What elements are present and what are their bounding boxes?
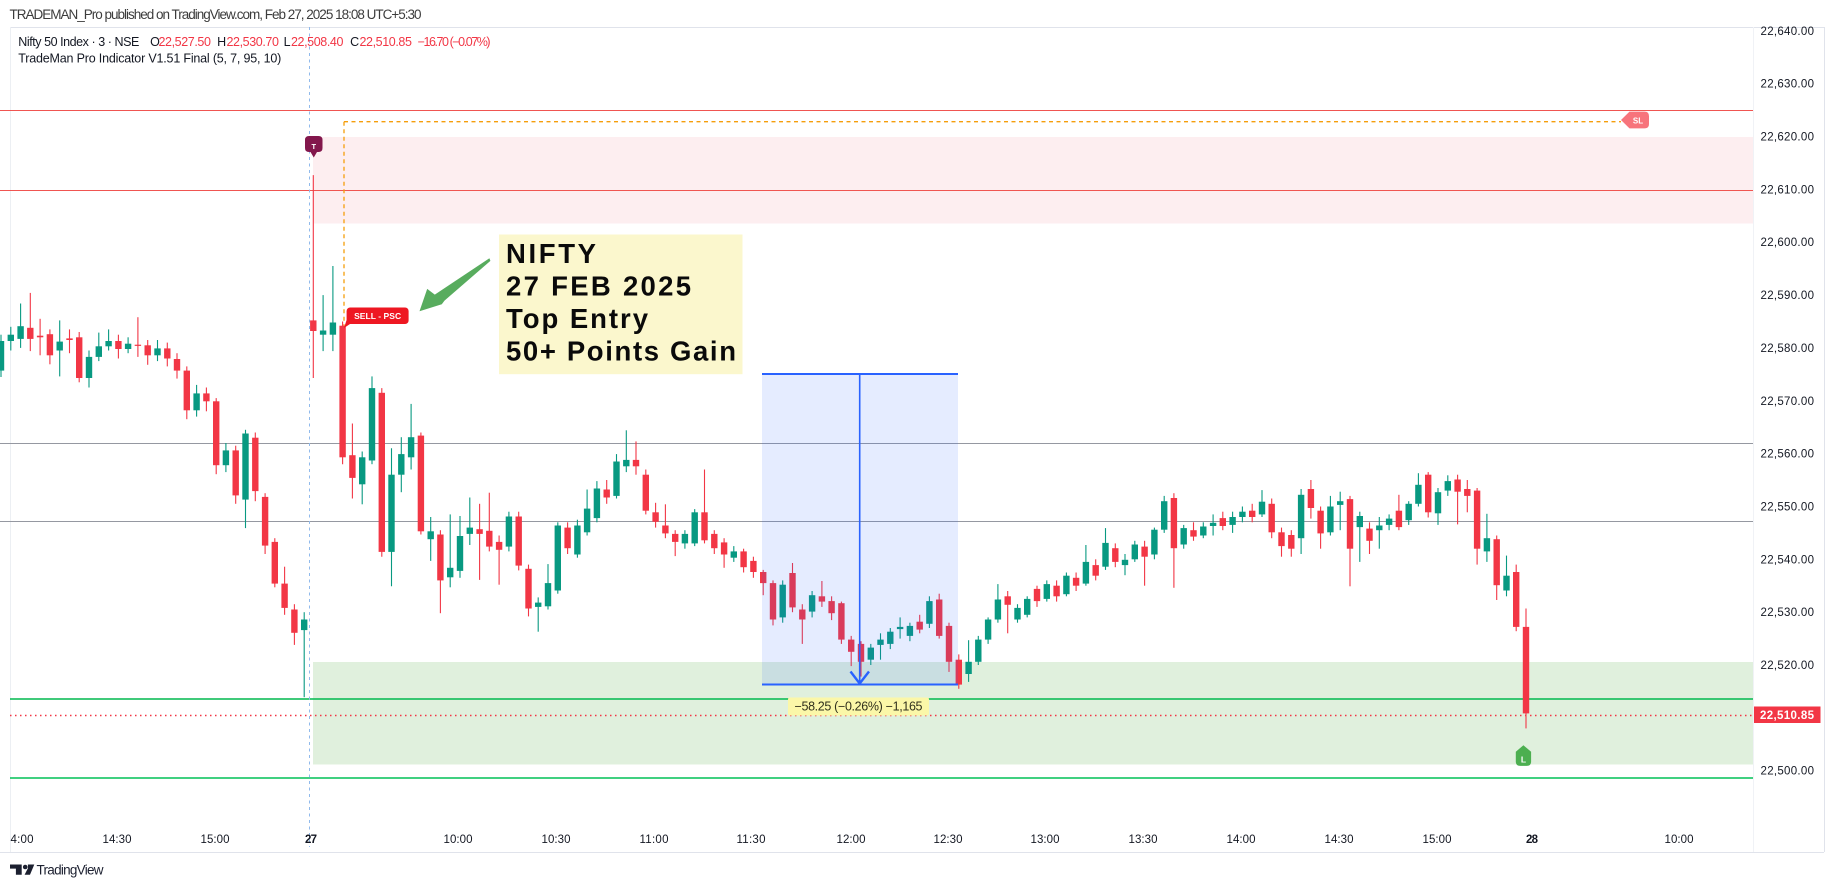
svg-text:Top Entry: Top Entry: [506, 303, 649, 334]
svg-text:14:00: 14:00: [1227, 834, 1256, 846]
svg-text:22,600.00: 22,600.00: [1761, 237, 1815, 249]
svg-text:50+ Points Gain: 50+ Points Gain: [506, 336, 736, 367]
svg-text:T: T: [312, 142, 317, 151]
svg-text:28: 28: [1526, 834, 1539, 846]
svg-text:15:00: 15:00: [201, 834, 230, 846]
svg-text:12:30: 12:30: [934, 834, 963, 846]
svg-text:22,560.00: 22,560.00: [1761, 449, 1815, 461]
svg-text:22,570.00: 22,570.00: [1761, 396, 1815, 408]
svg-text:22,527.50: 22,527.50: [159, 35, 211, 49]
svg-text:22,508.40: 22,508.40: [291, 35, 343, 49]
svg-text:L: L: [1521, 755, 1526, 765]
svg-text:22,510.85: 22,510.85: [1760, 710, 1815, 722]
svg-text:10:00: 10:00: [444, 834, 473, 846]
svg-text:−58.25 (−0.26%) −1,165: −58.25 (−0.26%) −1,165: [795, 700, 923, 714]
svg-text:22,520.00: 22,520.00: [1761, 660, 1815, 672]
svg-text:22,500.00: 22,500.00: [1761, 766, 1815, 778]
svg-text:11:00: 11:00: [640, 834, 669, 846]
svg-text:TRADEMAN_Pro published on Trad: TRADEMAN_Pro published on TradingView.co…: [10, 7, 422, 22]
svg-text:22,580.00: 22,580.00: [1761, 343, 1815, 355]
svg-text:13:00: 13:00: [1031, 834, 1060, 846]
svg-text:NIFTY: NIFTY: [506, 238, 596, 269]
svg-text:15:00: 15:00: [1423, 834, 1452, 846]
svg-text:TradeMan Pro Indicator V1.51 F: TradeMan Pro Indicator V1.51 Final (5, 7…: [18, 52, 281, 66]
svg-text:13:30: 13:30: [1129, 834, 1158, 846]
svg-text:22,590.00: 22,590.00: [1761, 290, 1815, 302]
svg-text:14:30: 14:30: [103, 834, 132, 846]
svg-text:14:30: 14:30: [1325, 834, 1354, 846]
svg-text:SELL - PSC: SELL - PSC: [354, 311, 401, 321]
svg-text:27 FEB 2025: 27 FEB 2025: [506, 271, 691, 302]
svg-text:22,630.00: 22,630.00: [1761, 79, 1815, 91]
svg-text:22,620.00: 22,620.00: [1761, 132, 1815, 144]
svg-text:4:00: 4:00: [11, 834, 34, 846]
svg-text:22,510.85: 22,510.85: [360, 35, 412, 49]
svg-text:22,540.00: 22,540.00: [1761, 554, 1815, 566]
svg-text:10:30: 10:30: [542, 834, 571, 846]
svg-text:O: O: [150, 35, 160, 49]
svg-text:H: H: [217, 35, 226, 49]
svg-text:22,640.00: 22,640.00: [1761, 26, 1815, 38]
svg-text:Nifty 50 Index · 3 · NSE: Nifty 50 Index · 3 · NSE: [18, 35, 139, 49]
svg-text:22,530.00: 22,530.00: [1761, 607, 1815, 619]
svg-text:L: L: [284, 35, 291, 49]
svg-text:TradingView: TradingView: [37, 863, 104, 878]
svg-text:22,550.00: 22,550.00: [1761, 501, 1815, 513]
svg-text:10:00: 10:00: [1665, 834, 1694, 846]
svg-text:−16.70 (−0.07%): −16.70 (−0.07%): [418, 35, 491, 49]
svg-text:27: 27: [305, 834, 317, 846]
svg-text:C: C: [350, 35, 359, 49]
svg-text:11:30: 11:30: [737, 834, 766, 846]
svg-text:22,610.00: 22,610.00: [1761, 184, 1815, 196]
svg-text:12:00: 12:00: [837, 834, 866, 846]
svg-text:22,530.70: 22,530.70: [227, 35, 279, 49]
svg-text:SL: SL: [1633, 116, 1643, 125]
